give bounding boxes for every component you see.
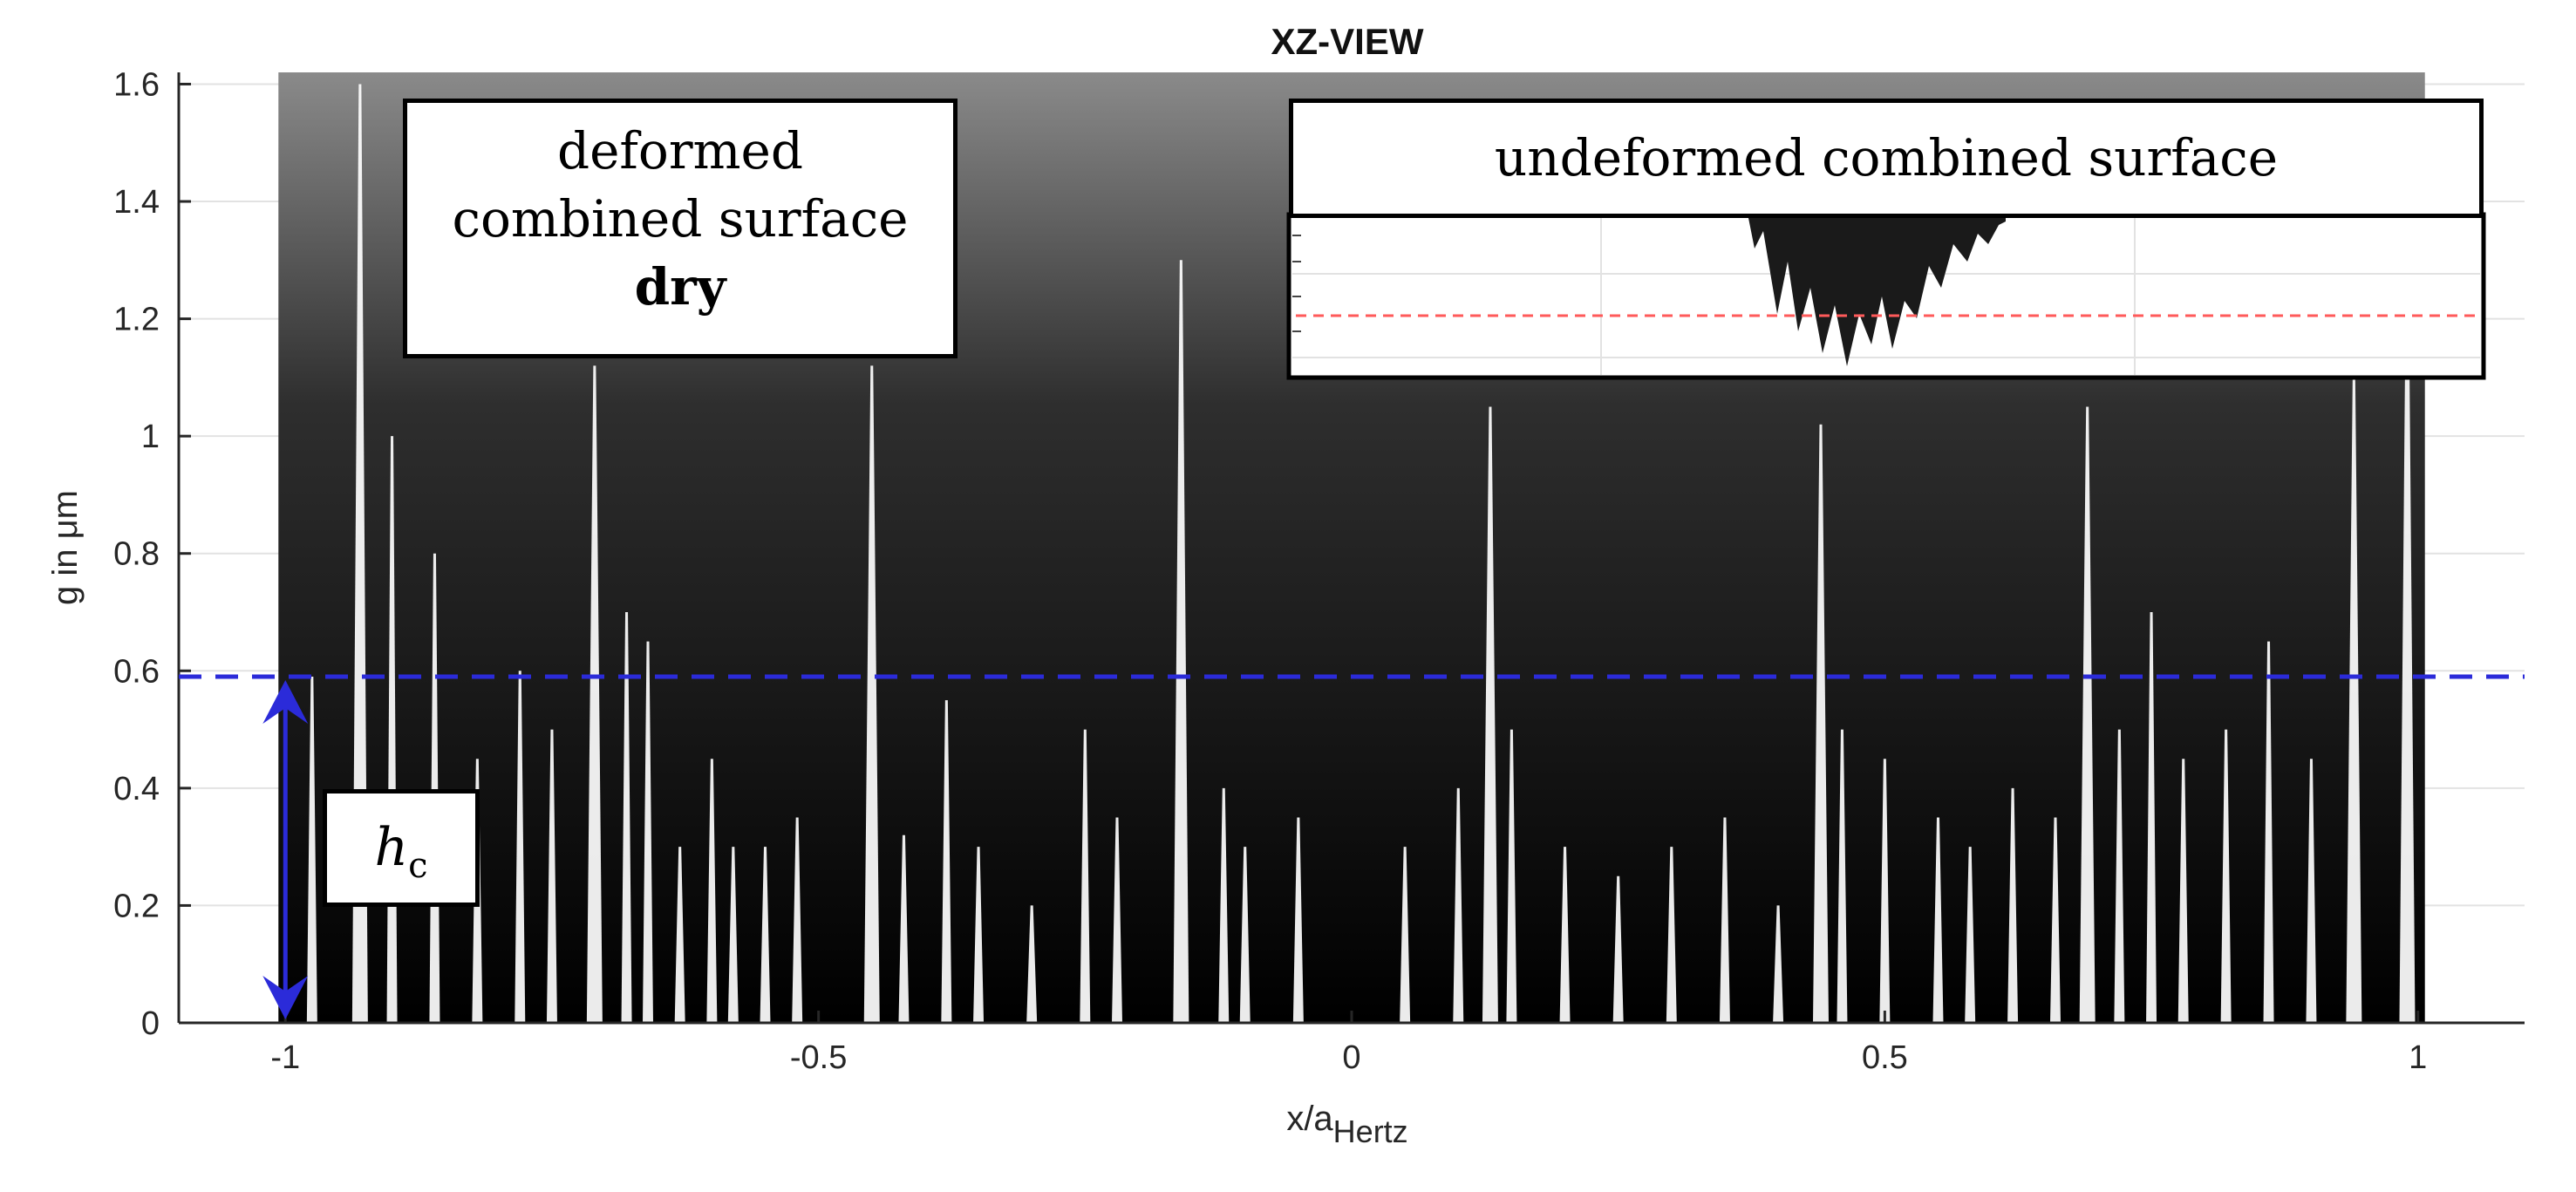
y-tick-label: 0.2: [113, 888, 160, 924]
x-tick-label: -1: [270, 1039, 300, 1076]
surface-gap: [643, 641, 653, 1023]
surface-gap: [2146, 612, 2157, 1023]
surface-gap: [1026, 905, 1038, 1023]
y-tick-label: 1.6: [113, 66, 160, 103]
x-tick-label: 1: [2409, 1039, 2427, 1076]
surface-gap: [1666, 847, 1677, 1023]
surface-gap: [2399, 260, 2416, 1023]
surface-gap: [973, 847, 985, 1023]
y-tick-label: 1: [141, 419, 160, 455]
deformed-label-line1: deformed: [556, 121, 803, 181]
surface-gap: [1112, 817, 1122, 1023]
inset-surface: [1748, 218, 2006, 366]
surface-gap: [1400, 847, 1411, 1023]
y-axis-label: g in μm: [46, 490, 85, 605]
inset-surface-shape: [1748, 218, 2006, 366]
y-tick-label: 1.4: [113, 184, 160, 221]
x-axis-label-subscript: Hertz: [1333, 1114, 1408, 1149]
x-axis-label: x/aHertz: [1286, 1100, 1407, 1149]
x-tick-labels: -1 -0.5 0 0.5 1: [270, 1039, 2427, 1076]
x-tick-label: -0.5: [790, 1039, 847, 1076]
surface-gap: [1482, 406, 1498, 1023]
surface-gap: [760, 847, 771, 1023]
y-tick-labels: 0 0.2 0.4 0.6 0.8 1 1.2 1.4 1.6: [113, 66, 160, 1042]
y-tick-label: 0: [141, 1005, 160, 1042]
surface-gap: [1559, 847, 1571, 1023]
surface-gap: [586, 365, 603, 1023]
surface-gap: [515, 671, 526, 1023]
surface-gap: [2177, 759, 2189, 1023]
y-tick-label: 1.2: [113, 302, 160, 338]
surface-gap: [2306, 759, 2317, 1023]
surface-gap: [1218, 787, 1230, 1023]
surface-gap: [1879, 759, 1891, 1023]
surface-gap: [1965, 847, 1976, 1023]
surface-gap: [2220, 729, 2232, 1023]
y-tick-label: 0.8: [113, 536, 160, 573]
x-tick-label: 0: [1342, 1039, 1360, 1076]
deformed-surface-label: deformed combined surface dry: [403, 99, 957, 358]
undeformed-label-text: undeformed combined surface: [1494, 128, 2279, 187]
surface-gap: [1292, 817, 1304, 1023]
hc-subscript: c: [408, 846, 428, 886]
surface-gap: [792, 817, 803, 1023]
surface-gap: [706, 759, 718, 1023]
undeformed-surface-label: undeformed combined surface: [1289, 99, 2484, 218]
y-tick-label: 0.6: [113, 653, 160, 690]
hc-label: hc: [323, 789, 480, 907]
surface-gap: [674, 847, 685, 1023]
surface-gap: [2263, 641, 2274, 1023]
surface-gap: [1773, 905, 1784, 1023]
hc-symbol: h: [374, 817, 409, 878]
surface-gap: [1932, 817, 1944, 1023]
deformed-label-dry: dry: [634, 257, 726, 317]
surface-gap: [941, 699, 952, 1023]
surface-gap: [2050, 817, 2061, 1023]
surface-gap: [1239, 847, 1251, 1023]
x-tick-label: 0.5: [1862, 1039, 1908, 1076]
deformed-label-line2: combined surface: [452, 189, 909, 249]
surface-gap: [1813, 424, 1829, 1023]
surface-gap: [898, 834, 910, 1023]
surface-gap: [2007, 787, 2019, 1023]
surface-gap: [1453, 787, 1464, 1023]
surface-gap: [2114, 729, 2125, 1023]
surface-gap: [1080, 729, 1091, 1023]
surface-gap: [863, 365, 880, 1023]
surface-gap: [1506, 729, 1517, 1023]
surface-gap: [1612, 875, 1624, 1023]
surface-gap: [727, 847, 739, 1023]
hc-arrow-head-top: [262, 680, 309, 725]
hc-arrow: [262, 680, 309, 1019]
surface-gap: [2079, 406, 2096, 1023]
axes: [177, 72, 2525, 1025]
surface-gap: [1837, 729, 1848, 1023]
surface-gap: [351, 84, 368, 1023]
surface-gap: [621, 612, 632, 1023]
surface-gap: [546, 729, 557, 1023]
surface-gaps: [306, 84, 2416, 1023]
surface-gap: [2346, 377, 2362, 1023]
surface-gap: [1173, 260, 1189, 1023]
chart-title: XZ-VIEW: [1271, 21, 1424, 62]
undeformed-inset: [1286, 212, 2486, 380]
surface-gap: [306, 677, 317, 1023]
y-tick-label: 0.4: [113, 771, 160, 807]
hc-arrow-head-bottom: [262, 976, 309, 1019]
surface-gap: [1719, 817, 1730, 1023]
